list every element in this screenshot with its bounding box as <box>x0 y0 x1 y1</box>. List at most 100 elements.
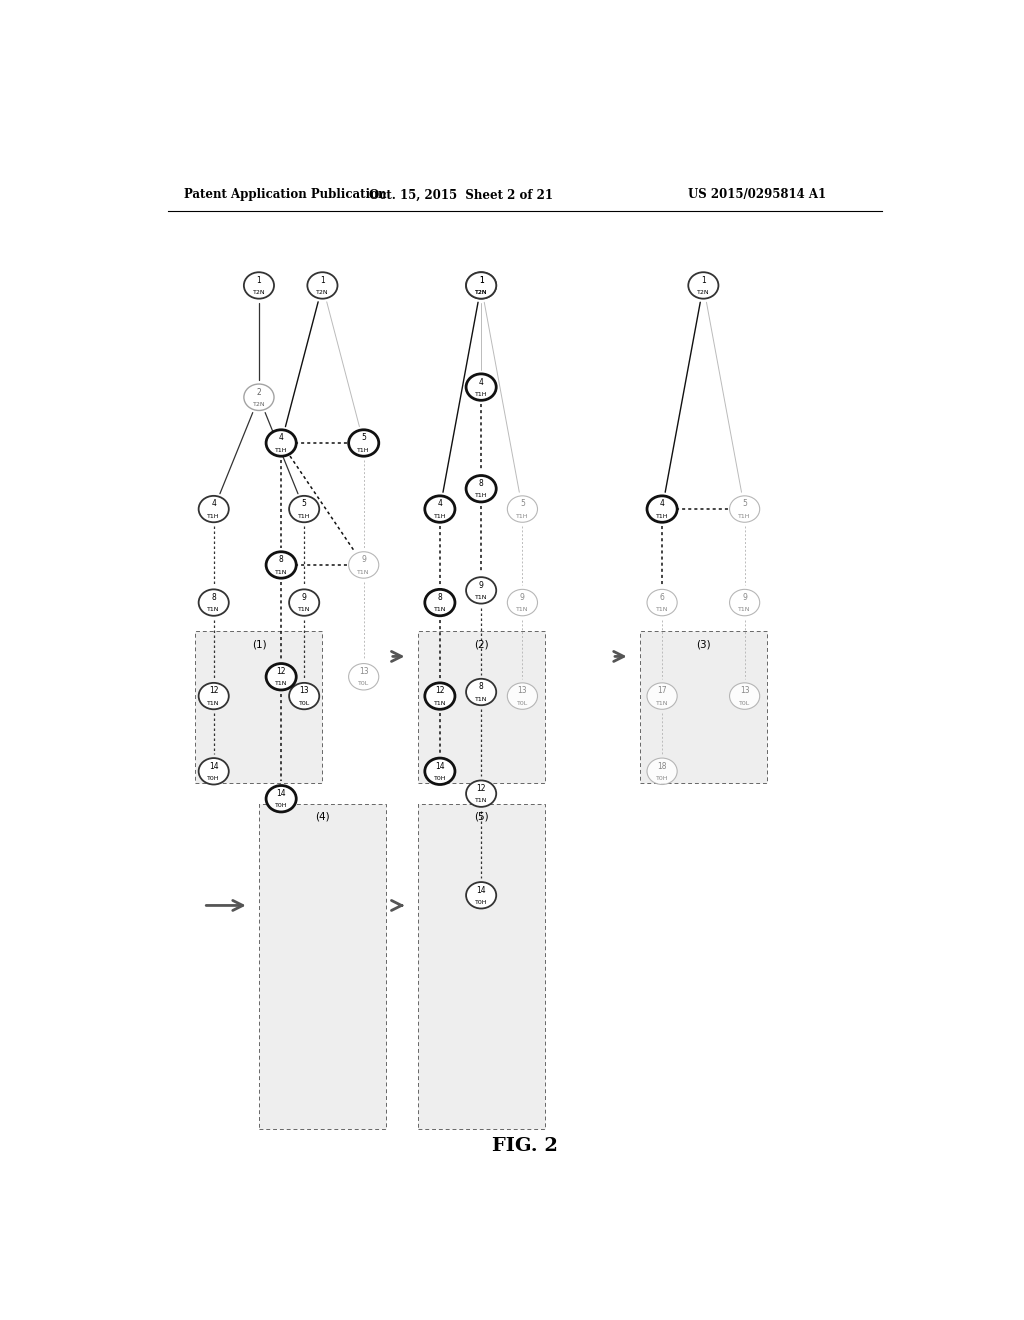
Text: Oct. 15, 2015  Sheet 2 of 21: Oct. 15, 2015 Sheet 2 of 21 <box>370 189 553 202</box>
Text: 14: 14 <box>276 789 286 799</box>
Text: T2N: T2N <box>253 290 265 296</box>
Text: T1N: T1N <box>516 607 528 612</box>
Text: 1: 1 <box>479 276 483 285</box>
Text: 4: 4 <box>659 499 665 508</box>
Ellipse shape <box>507 682 538 709</box>
Ellipse shape <box>199 682 228 709</box>
Text: 1: 1 <box>479 276 483 285</box>
Text: T2N: T2N <box>697 290 710 296</box>
Ellipse shape <box>466 272 497 298</box>
Text: T2N: T2N <box>253 401 265 407</box>
FancyBboxPatch shape <box>418 631 545 784</box>
Ellipse shape <box>266 785 296 812</box>
Ellipse shape <box>199 589 228 616</box>
Ellipse shape <box>289 589 319 616</box>
Ellipse shape <box>289 496 319 523</box>
Text: T1N: T1N <box>433 607 446 612</box>
Text: 5: 5 <box>520 499 525 508</box>
Ellipse shape <box>266 664 296 690</box>
Ellipse shape <box>466 475 497 502</box>
Text: 18: 18 <box>657 762 667 771</box>
Text: 9: 9 <box>302 593 306 602</box>
Text: T0L: T0L <box>358 681 370 686</box>
Ellipse shape <box>466 272 497 298</box>
FancyBboxPatch shape <box>418 804 545 1129</box>
Text: 9: 9 <box>361 556 367 565</box>
Text: 13: 13 <box>358 667 369 676</box>
Ellipse shape <box>348 552 379 578</box>
Text: T1H: T1H <box>357 447 370 453</box>
Ellipse shape <box>244 384 274 411</box>
Ellipse shape <box>466 882 497 908</box>
Text: 14: 14 <box>435 762 444 771</box>
Text: T2N: T2N <box>316 290 329 296</box>
Text: 8: 8 <box>479 479 483 488</box>
Text: (5): (5) <box>474 812 488 822</box>
Text: T0H: T0H <box>433 776 446 781</box>
Text: 4: 4 <box>437 499 442 508</box>
Text: (4): (4) <box>315 812 330 822</box>
Text: T1N: T1N <box>298 607 310 612</box>
Text: T0H: T0H <box>655 776 669 781</box>
Text: 9: 9 <box>478 581 483 590</box>
Text: T0H: T0H <box>208 776 220 781</box>
Ellipse shape <box>348 664 379 690</box>
Text: T1N: T1N <box>475 799 487 804</box>
Text: T1H: T1H <box>274 447 288 453</box>
Text: T1H: T1H <box>208 513 220 519</box>
Text: 9: 9 <box>742 593 748 602</box>
Text: T0H: T0H <box>274 804 288 808</box>
Text: 8: 8 <box>479 682 483 692</box>
Ellipse shape <box>266 552 296 578</box>
Ellipse shape <box>647 589 677 616</box>
Text: 12: 12 <box>276 667 286 676</box>
Text: T1N: T1N <box>655 701 669 706</box>
Ellipse shape <box>425 758 455 784</box>
Ellipse shape <box>729 589 760 616</box>
Text: US 2015/0295814 A1: US 2015/0295814 A1 <box>688 189 826 202</box>
Text: T1H: T1H <box>475 392 487 397</box>
Ellipse shape <box>729 682 760 709</box>
Text: 12: 12 <box>435 686 444 696</box>
Ellipse shape <box>466 780 497 807</box>
Text: T1N: T1N <box>475 595 487 601</box>
Text: 8: 8 <box>211 593 216 602</box>
Ellipse shape <box>266 430 296 457</box>
Text: T1H: T1H <box>433 513 446 519</box>
Text: 8: 8 <box>279 556 284 565</box>
Text: T1N: T1N <box>655 607 669 612</box>
Text: 14: 14 <box>209 762 218 771</box>
Text: 6: 6 <box>659 593 665 602</box>
Ellipse shape <box>507 496 538 523</box>
Text: 9: 9 <box>520 593 525 602</box>
Text: T1H: T1H <box>516 513 528 519</box>
Ellipse shape <box>466 678 497 705</box>
Ellipse shape <box>289 682 319 709</box>
Ellipse shape <box>307 272 338 298</box>
Text: T1N: T1N <box>475 697 487 702</box>
Text: T1N: T1N <box>208 701 220 706</box>
Text: 4: 4 <box>279 433 284 442</box>
Text: 17: 17 <box>657 686 667 696</box>
Ellipse shape <box>647 758 677 784</box>
Text: 13: 13 <box>517 686 527 696</box>
Text: 1: 1 <box>701 276 706 285</box>
Text: T1N: T1N <box>274 681 288 686</box>
Ellipse shape <box>425 496 455 523</box>
Text: T1H: T1H <box>298 513 310 519</box>
Text: 4: 4 <box>211 499 216 508</box>
FancyBboxPatch shape <box>259 804 386 1129</box>
Text: T1H: T1H <box>738 513 751 519</box>
FancyBboxPatch shape <box>640 631 767 784</box>
Text: T1N: T1N <box>208 607 220 612</box>
Text: T1N: T1N <box>357 569 370 574</box>
Text: 12: 12 <box>476 784 486 793</box>
Text: 8: 8 <box>437 593 442 602</box>
Text: T0H: T0H <box>475 900 487 906</box>
Text: (3): (3) <box>696 639 711 649</box>
Text: 13: 13 <box>739 686 750 696</box>
Text: T1N: T1N <box>274 569 288 574</box>
Ellipse shape <box>729 496 760 523</box>
Ellipse shape <box>199 758 228 784</box>
Text: 13: 13 <box>299 686 309 696</box>
